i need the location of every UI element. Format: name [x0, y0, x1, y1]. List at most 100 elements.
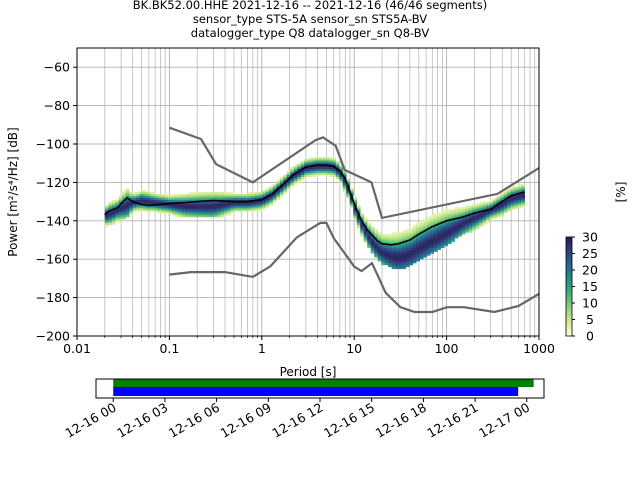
psd-heatmap-cell [360, 232, 365, 235]
psd-heatmap-cell [514, 207, 518, 210]
psd-heatmap-cell [328, 174, 333, 177]
psd-heatmap-cell [437, 224, 442, 227]
psd-heatmap-cell [423, 247, 428, 250]
psd-heatmap-cell [500, 192, 504, 195]
psd-heatmap-cell [143, 201, 148, 204]
psd-heatmap-cell [269, 199, 274, 202]
psd-heatmap-cell [381, 263, 386, 266]
psd-heatmap-cell [150, 199, 155, 202]
psd-heatmap-cell [122, 215, 127, 218]
psd-heatmap-cell [262, 203, 267, 206]
psd-heatmap-cell [479, 215, 483, 218]
psd-heatmap-cell [447, 230, 452, 233]
psd-heatmap-cell [465, 209, 470, 212]
psd-heatmap-cell [248, 201, 253, 204]
psd-heatmap-cell [129, 207, 134, 210]
psd-heatmap-cell [300, 172, 305, 176]
colorbar-tick-label: 30 [582, 230, 598, 245]
psd-heatmap-cell [195, 197, 200, 200]
psd-heatmap-cell [314, 172, 319, 176]
psd-heatmap-cell [181, 207, 186, 210]
x-tick-label: 0.01 [63, 341, 91, 356]
psd-heatmap-cell [318, 159, 323, 162]
psd-heatmap-cell [283, 190, 288, 193]
psd-heatmap-cell [290, 168, 295, 172]
psd-heatmap-cell [209, 201, 214, 204]
psd-heatmap-cell [202, 201, 207, 204]
psd-heatmap-cell [433, 228, 438, 231]
psd-heatmap-cell [342, 188, 347, 191]
psd-heatmap-cell [237, 205, 242, 208]
psd-heatmap-cell [374, 255, 379, 258]
y-tick-label: −120 [36, 175, 70, 190]
psd-heatmap-cell [388, 257, 393, 260]
psd-heatmap-cell [339, 165, 344, 168]
psd-heatmap-cell [367, 226, 372, 229]
psd-heatmap-cell [227, 207, 232, 210]
psd-heatmap-cell [150, 193, 155, 197]
psd-heatmap-cell [125, 199, 130, 202]
psd-heatmap-cell [300, 178, 305, 181]
psd-heatmap-cell [206, 197, 211, 200]
psd-heatmap-cell [374, 241, 379, 245]
psd-heatmap-cell [178, 203, 183, 206]
psd-heatmap-cell [412, 257, 417, 260]
psd-heatmap-cell [405, 263, 410, 266]
psd-heatmap-cell [426, 222, 431, 225]
psd-heatmap-cell [307, 168, 312, 172]
psd-heatmap-cell [479, 209, 483, 212]
psd-heatmap-cell [384, 240, 389, 243]
psd-heatmap-cell [440, 236, 445, 239]
psd-heatmap-cell [139, 197, 144, 200]
y-tick-label: −100 [36, 137, 70, 152]
psd-heatmap-cell [220, 195, 225, 199]
psd-heatmap-cell [384, 261, 389, 264]
psd-heatmap-cell [363, 228, 368, 231]
psd-heatmap-cell [405, 251, 410, 254]
psd-heatmap-cell [440, 240, 445, 243]
psd-heatmap-cell [461, 230, 466, 233]
psd-heatmap-cell [122, 209, 127, 212]
psd-heatmap-cell [489, 205, 494, 208]
psd-heatmap-cell [349, 188, 354, 191]
psd-heatmap-cell [353, 211, 358, 214]
noise-models [169, 126, 539, 314]
psd-heatmap-cell [244, 193, 249, 197]
psd-heatmap-cell [209, 209, 214, 212]
colorbar-tick-label: 0 [586, 329, 594, 344]
psd-heatmap-cell [500, 215, 504, 218]
psd-heatmap-cell [255, 197, 260, 200]
psd-heatmap-cell [146, 207, 151, 210]
psd-heatmap-cell [374, 230, 379, 233]
psd-heatmap-cell [475, 218, 480, 222]
psd-heatmap-cell [108, 216, 113, 220]
psd-heatmap-cell [216, 213, 221, 216]
psd-heatmap-cell [486, 218, 490, 222]
psd-heatmap-cell [475, 213, 480, 216]
psd-heatmap-cell [230, 203, 235, 206]
psd-heatmap-cell [377, 234, 382, 237]
psd-heatmap-cell [342, 190, 347, 193]
psd-heatmap-cell [510, 188, 515, 191]
psd-heatmap-cell [468, 207, 473, 210]
psd-heatmap-cell [339, 182, 344, 185]
psd-heatmap-cell [125, 188, 130, 191]
psd-heatmap-cell [447, 240, 452, 243]
psd-heatmap-cell [297, 165, 302, 168]
psd-heatmap-cell [251, 197, 256, 200]
psd-heatmap-cell [367, 243, 372, 247]
psd-heatmap-cell [384, 253, 389, 256]
psd-heatmap-cell [199, 215, 204, 218]
psd-heatmap-cell [192, 199, 197, 202]
psd-heatmap-cell [276, 197, 281, 200]
psd-heatmap-cell [521, 203, 525, 206]
psd-heatmap-cell [426, 245, 431, 248]
psd-heatmap-cell [454, 215, 459, 218]
psd-heatmap-cell [192, 211, 197, 214]
psd-heatmap-cell [185, 205, 190, 208]
colorbar-tick-label: 25 [582, 246, 598, 261]
psd-heatmap-cell [468, 211, 473, 214]
psd-heatmap-cell [335, 174, 340, 177]
psd-heatmap-cell [493, 199, 497, 202]
psd-heatmap-cell [115, 199, 120, 202]
